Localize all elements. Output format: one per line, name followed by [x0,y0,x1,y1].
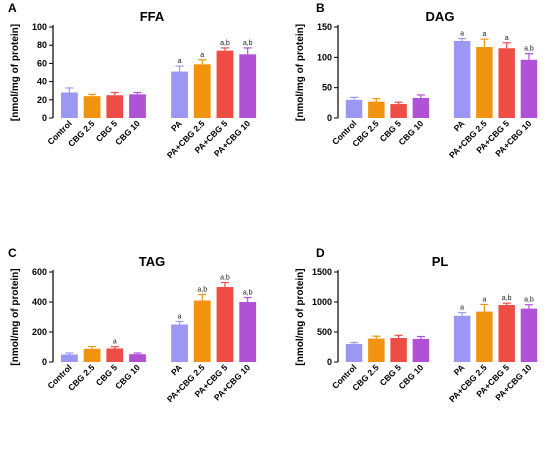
y-tick-label: 0 [327,113,332,123]
significance-label: a [505,35,509,42]
significance-label: a,b [243,40,253,47]
bar-pa-cbg-2-5 [193,64,211,118]
bar-pa [453,315,471,362]
y-axis-label: [nmol/mg of protein] [10,268,21,365]
bar-pa-cbg-5 [216,287,234,362]
y-axis-label: [nmol/mg of protein] [295,24,306,121]
significance-label: a [178,58,182,65]
x-tick-label: PA [452,362,467,377]
significance-label: a [482,296,486,303]
y-tick-label: 60 [37,58,47,68]
y-tick-label: 1000 [312,297,332,307]
x-tick-label: CBG 10 [397,118,426,147]
bar-cbg-5 [106,95,124,118]
panel-letter: C [8,246,17,260]
y-tick-label: 80 [37,40,47,50]
bar-pa-cbg-10 [520,308,538,362]
panel-title: DAG [426,9,455,24]
significance-label: a,b [524,46,534,53]
bar-control [345,99,363,118]
bar-cbg-10 [412,338,430,362]
y-tick-label: 1500 [312,267,332,277]
y-tick-label: 150 [317,22,332,32]
significance-label: a,b [220,275,230,282]
bar-pa-cbg-10 [239,302,257,362]
bar-pa-cbg-2-5 [476,311,493,362]
significance-label: a,b [220,40,230,47]
bar-cbg-2-5 [83,348,101,362]
significance-label: a [482,31,486,38]
significance-label: a [460,305,464,312]
x-tick-label: CBG 10 [113,118,142,147]
panel-title: FFA [140,9,165,24]
bar-pa-cbg-2-5 [193,300,211,362]
y-tick-label: 200 [32,327,47,337]
x-tick-label: PA [169,362,184,377]
panel-title: PL [432,254,449,269]
y-tick-label: 50 [322,83,332,93]
significance-label: a,b [197,287,207,294]
significance-label: a,b [524,297,534,304]
bar-pa-cbg-5 [216,50,234,118]
significance-label: a [178,314,182,321]
bar-cbg-10 [129,354,146,362]
y-tick-label: 100 [32,22,47,32]
bar-pa-cbg-10 [520,59,538,118]
bar-cbg-2-5 [368,338,385,362]
bar-pa-cbg-2-5 [476,47,493,118]
bar-control [60,354,78,362]
significance-label: a [200,52,204,59]
bar-pa [453,40,471,118]
y-tick-label: 0 [42,113,47,123]
y-axis-label: [nmol/mg of protein] [295,268,306,365]
significance-label: a [460,31,464,38]
bar-pa [171,324,188,362]
bar-cbg-2-5 [368,101,385,118]
y-tick-label: 600 [32,267,47,277]
x-tick-label: CBG 10 [397,362,426,391]
bar-cbg-5 [390,338,407,362]
x-tick-label: CBG 10 [113,362,142,391]
y-tick-label: 0 [327,357,332,367]
x-tick-label: PA [169,118,184,133]
y-tick-label: 40 [37,77,47,87]
significance-label: a,b [243,290,253,297]
x-tick-label: PA [452,118,467,133]
bar-control [60,92,78,118]
panel-letter: B [316,1,325,15]
bar-cbg-5 [390,104,407,118]
y-tick-label: 0 [42,357,47,367]
y-tick-label: 20 [37,95,47,105]
significance-label: a [113,339,117,346]
panel-title: TAG [139,254,165,269]
bar-cbg-10 [412,97,430,118]
bar-pa [171,71,188,118]
y-tick-label: 500 [317,327,332,337]
significance-label: a,b [502,295,512,302]
panel-letter: A [8,1,17,15]
bar-pa-cbg-5 [498,305,515,362]
bar-control [345,344,363,362]
bar-pa-cbg-5 [498,48,515,118]
bar-cbg-5 [106,348,124,362]
bar-cbg-10 [129,94,146,118]
bar-cbg-2-5 [83,96,101,118]
bar-pa-cbg-10 [239,54,257,118]
y-tick-label: 400 [32,297,47,307]
y-axis-label: [nmol/mg of protein] [10,24,21,121]
y-tick-label: 100 [317,52,332,62]
panel-letter: D [316,246,325,260]
